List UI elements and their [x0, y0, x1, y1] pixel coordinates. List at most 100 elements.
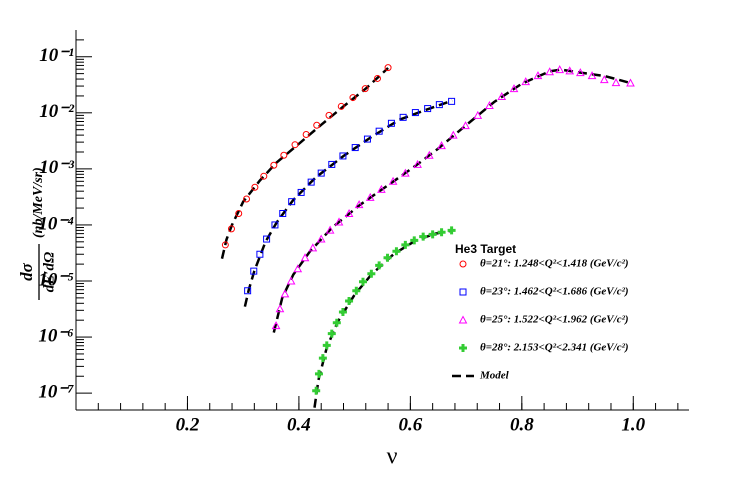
marker-circle	[337, 102, 345, 110]
y-label-denominator: dE′dΩ	[41, 252, 57, 292]
marker-circle	[373, 74, 381, 82]
marker-square	[297, 188, 305, 196]
model-curve	[220, 67, 389, 259]
y-label-units: (nb/MeV/sr)	[31, 167, 46, 238]
marker-square	[256, 250, 264, 258]
marker-triangle	[354, 200, 364, 209]
marker-cross	[447, 226, 456, 235]
marker-square	[244, 287, 252, 295]
marker-triangle	[555, 65, 565, 74]
marker-triangle	[388, 176, 398, 185]
marker-triangle	[437, 141, 446, 150]
marker-cross	[383, 253, 392, 262]
marker-circle	[260, 172, 268, 180]
marker-circle	[270, 161, 278, 169]
marker-square	[411, 109, 419, 117]
x-tick-label: 0.4	[287, 414, 311, 435]
marker-square	[271, 221, 279, 229]
marker-square	[328, 160, 336, 168]
x-tick-label: 0.8	[510, 414, 534, 435]
marker-cross	[332, 318, 341, 327]
x-tick-label: 0.6	[398, 414, 422, 435]
marker-cross	[437, 228, 446, 237]
marker-triangle	[300, 253, 310, 262]
marker-square	[399, 113, 407, 121]
marker-square	[250, 267, 258, 275]
marker-cross	[358, 277, 367, 286]
y-tick-label: 10⁻⁷	[38, 381, 74, 402]
marker-triangle	[275, 304, 285, 313]
marker-triangle	[565, 66, 575, 75]
marker-circle	[349, 94, 357, 102]
marker-cross	[345, 296, 354, 305]
marker-triangle	[545, 67, 555, 76]
model-curve	[313, 229, 452, 408]
marker-triangle	[611, 78, 621, 87]
marker-cross	[428, 230, 437, 239]
marker-square	[435, 101, 443, 109]
y-tick-label: 10⁻⁴	[38, 213, 74, 234]
legend-label: Model	[479, 370, 510, 382]
legend-title: He3 Target	[455, 242, 516, 256]
marker-cross	[367, 269, 376, 278]
marker-circle	[251, 183, 259, 191]
marker-triangle	[626, 78, 635, 87]
marker-square	[448, 97, 456, 105]
x-tick-label: 1.0	[621, 414, 645, 435]
y-tick-label: 10⁻³	[39, 157, 74, 178]
marker-square	[375, 127, 383, 135]
y-tick-label: 10⁻⁶	[38, 325, 74, 346]
marker-triangle	[271, 321, 281, 330]
marker-triangle	[461, 121, 470, 130]
marker-circle	[361, 85, 369, 93]
marker-square	[279, 209, 287, 217]
marker-triangle	[293, 264, 303, 273]
marker-triangle	[497, 91, 507, 101]
marker-triangle	[344, 208, 354, 217]
legend-label: θ=21°: 1.248<Q²<1.418 (GeV/c²)	[480, 258, 629, 270]
marker-square	[317, 169, 325, 177]
marker-triangle	[575, 68, 585, 77]
model-curve	[243, 99, 453, 307]
marker-triangle	[365, 192, 375, 201]
marker-square	[459, 288, 467, 296]
x-tick-label: 0.2	[176, 414, 200, 435]
marker-circle	[243, 195, 251, 203]
marker-cross	[318, 354, 327, 363]
x-axis-label: ν	[387, 444, 398, 470]
marker-cross	[419, 232, 428, 241]
legend-label: θ=23°: 1.462<Q²<1.686 (GeV/c²)	[480, 286, 629, 298]
marker-square	[387, 119, 395, 127]
marker-square	[424, 105, 432, 113]
y-label-numerator: dσ	[17, 262, 36, 281]
marker-circle	[291, 141, 299, 149]
y-tick-label: 10⁻⁵	[38, 269, 74, 290]
legend-label: θ=25°: 1.522<Q²<1.962 (GeV/c²)	[480, 314, 629, 326]
marker-cross	[410, 236, 419, 245]
marker-circle	[384, 64, 392, 72]
marker-square	[307, 178, 315, 186]
marker-circle	[235, 209, 243, 217]
marker-triangle	[286, 276, 296, 285]
marker-triangle	[377, 184, 386, 193]
marker-cross	[459, 344, 467, 352]
y-tick-label: 10⁻²	[39, 101, 75, 122]
marker-square	[288, 198, 296, 206]
marker-circle	[459, 260, 467, 268]
marker-circle	[280, 151, 288, 159]
marker-cross	[375, 261, 384, 270]
marker-square	[263, 235, 271, 243]
marker-square	[339, 152, 347, 160]
marker-triangle	[308, 243, 318, 252]
marker-triangle	[458, 315, 468, 324]
marker-square	[363, 135, 371, 143]
marker-triangle	[316, 234, 326, 243]
marker-triangle	[280, 289, 290, 298]
marker-circle	[221, 241, 229, 249]
marker-triangle	[413, 159, 422, 168]
marker-triangle	[599, 75, 609, 84]
marker-cross	[401, 240, 410, 249]
marker-triangle	[485, 100, 494, 110]
marker-circle	[313, 121, 321, 129]
